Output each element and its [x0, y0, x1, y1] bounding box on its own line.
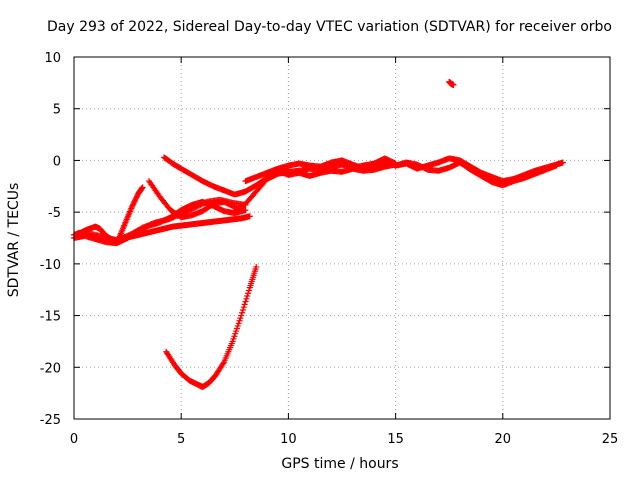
data-point [553, 162, 560, 169]
x-tick-label: 0 [70, 432, 78, 447]
x-tick-label: 20 [495, 432, 512, 447]
plot-frame [73, 56, 611, 420]
x-tick-label: 5 [177, 432, 185, 447]
series-arc-e [146, 178, 238, 221]
data-point [129, 202, 136, 209]
data-point [246, 213, 253, 220]
series-arc-g [163, 263, 260, 390]
series-arc-l [392, 159, 560, 189]
y-tick-label: -20 [40, 361, 61, 376]
series-arc-m [446, 78, 457, 88]
x-tick-label: 10 [280, 432, 297, 447]
x-axis-label: GPS time / hours [281, 456, 399, 472]
data-point [241, 301, 248, 308]
data-point [242, 298, 249, 305]
data-point [242, 207, 249, 214]
data-point [244, 293, 251, 300]
grid [74, 57, 610, 419]
series-arc-d [118, 213, 253, 243]
data-point [253, 263, 260, 270]
data-point [130, 201, 137, 208]
x-tick-label: 25 [602, 432, 619, 447]
data-point [245, 287, 252, 294]
data-point [132, 195, 139, 202]
data-point [131, 198, 138, 205]
y-tick-label: -25 [40, 413, 61, 428]
data-point [130, 199, 137, 206]
data-point [133, 194, 140, 201]
y-tick-label: 10 [44, 51, 61, 66]
data-point [559, 159, 566, 166]
data-point [245, 290, 252, 297]
y-axis-label: SDTVAR / TECUs [6, 182, 22, 298]
data-point [239, 306, 246, 313]
data-point [239, 309, 246, 316]
data-point [450, 81, 457, 88]
y-tick-label: -15 [40, 310, 61, 325]
y-tick-label: -5 [48, 206, 61, 221]
data-point [128, 203, 135, 210]
data-point [139, 184, 146, 191]
data-point [240, 304, 247, 311]
data-point [220, 360, 227, 367]
x-tick-label: 15 [387, 432, 404, 447]
chart-title: Day 293 of 2022, Sidereal Day-to-day VTE… [47, 19, 612, 35]
data-point [238, 312, 245, 319]
y-tick-label: -10 [40, 258, 61, 273]
data-points [71, 78, 566, 390]
data-point [134, 193, 141, 200]
data-point [132, 197, 139, 204]
axis-ticks: 0 5 10 15 20 25 -25 -20 -15 -10 -5 0 5 10 [40, 51, 619, 447]
y-tick-label: 5 [53, 103, 61, 118]
y-tick-label: 0 [53, 154, 61, 169]
data-point [243, 295, 250, 302]
